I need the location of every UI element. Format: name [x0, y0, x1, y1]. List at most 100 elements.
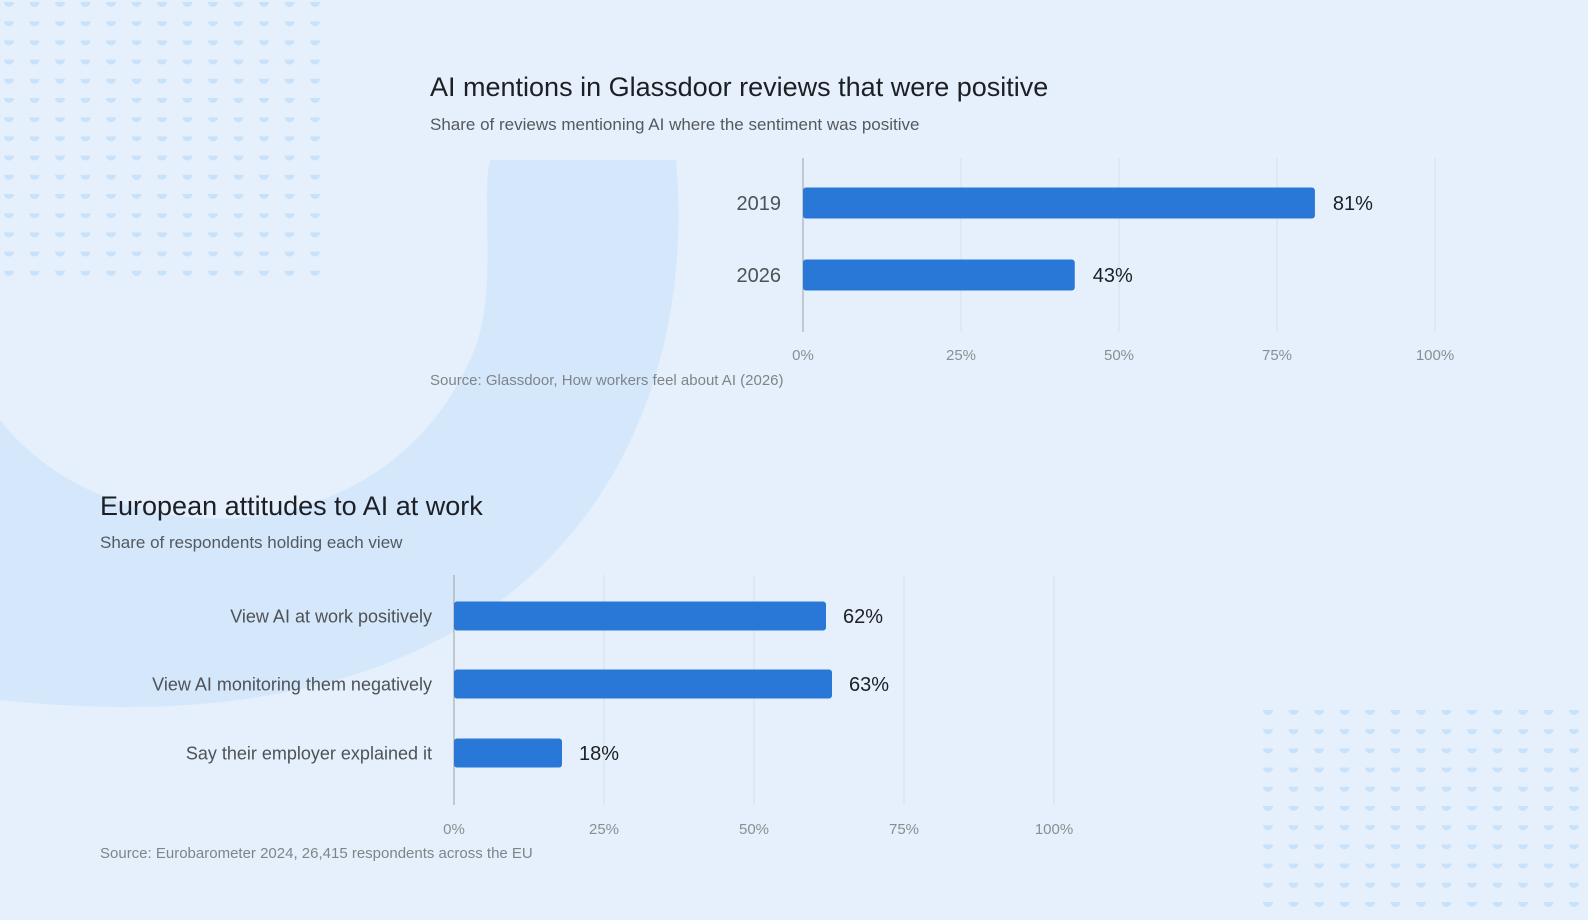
decor-dot — [1492, 806, 1503, 811]
decor-dot — [208, 174, 219, 180]
decor-dot — [1467, 863, 1477, 869]
x-tick-label: 75% — [1262, 347, 1292, 364]
decor-dot — [182, 213, 193, 219]
decor-dot — [1365, 767, 1375, 773]
decor-dot — [233, 194, 244, 199]
decor-dot — [1365, 748, 1375, 754]
decor-dot — [284, 174, 295, 180]
decor-dot — [259, 40, 269, 46]
decor-dot — [157, 98, 167, 103]
decor-dot — [80, 270, 91, 276]
decor-dot — [1543, 748, 1554, 754]
decor-dot — [233, 155, 244, 161]
decor-dot — [259, 213, 269, 219]
decor-dot — [1314, 844, 1324, 850]
decor-dot — [310, 98, 320, 103]
decor-dot — [1441, 748, 1452, 754]
decor-dot — [182, 155, 193, 161]
x-tick-label: 50% — [1104, 347, 1134, 364]
decor-dot — [55, 251, 65, 257]
decor-dot — [1543, 729, 1554, 735]
decor-dot — [131, 270, 142, 276]
decor-dot — [1416, 806, 1426, 811]
decor-dot — [4, 251, 14, 257]
decor-dot — [1263, 767, 1273, 773]
decor-dot — [4, 21, 14, 27]
decor-dot — [1441, 863, 1452, 869]
decor-dot — [106, 59, 116, 65]
decor-dot — [80, 2, 91, 7]
decor-dot — [284, 270, 295, 276]
decor-dot — [4, 232, 14, 238]
decor-dot — [208, 213, 219, 219]
decor-dot — [208, 136, 219, 142]
decor-dot — [55, 136, 65, 142]
decor-dot — [1569, 767, 1579, 773]
decor-dot — [284, 98, 295, 103]
x-tick-label: 50% — [739, 821, 769, 838]
decor-dot — [157, 174, 167, 180]
decor-dot — [310, 213, 320, 219]
decor-dot — [1314, 882, 1324, 888]
decor-dot — [1569, 786, 1579, 792]
decor-dot — [55, 232, 65, 238]
decor-dot — [208, 194, 218, 199]
decor-dot — [29, 136, 40, 142]
decor-dot — [182, 98, 193, 103]
decor-dot — [233, 117, 244, 123]
decor-dot — [1288, 710, 1299, 715]
decor-dot — [1365, 786, 1375, 792]
decor-dot — [1263, 825, 1273, 831]
decor-dot — [29, 270, 40, 276]
decor-dot — [1492, 767, 1503, 773]
decor-dot — [1467, 729, 1477, 735]
decor-dot — [1569, 710, 1579, 715]
decor-dot — [157, 78, 167, 84]
decor-dot — [259, 117, 269, 123]
bar-chart-glassdoor: 0% 25% 50% 75% 100% 2019 81% 2026 43% — [737, 158, 1454, 364]
decor-dot — [1492, 902, 1503, 908]
decor-dot — [1314, 902, 1324, 907]
decor-dot — [1288, 863, 1299, 869]
decor-dot — [1569, 863, 1579, 869]
decor-dot — [1569, 825, 1579, 831]
decor-dot — [1569, 806, 1579, 811]
decor-dot — [284, 21, 295, 27]
decor-dot — [208, 270, 219, 276]
decor-dot — [80, 232, 91, 238]
decor-dot — [1365, 863, 1375, 869]
decor-dot — [106, 155, 116, 161]
decor-dot — [131, 2, 142, 7]
decor-dot — [1288, 844, 1299, 850]
decor-dot — [208, 59, 219, 65]
x-tick-label: 100% — [1416, 347, 1454, 364]
x-tick-label: 0% — [792, 347, 814, 364]
decor-dot — [1365, 806, 1375, 811]
decor-dot — [182, 78, 193, 84]
decor-dot — [284, 213, 295, 219]
decor-dot — [106, 174, 116, 180]
decor-dot — [208, 98, 218, 103]
decor-dot — [29, 174, 40, 180]
decor-dot — [1441, 882, 1452, 888]
decor-dot — [1416, 786, 1426, 792]
decor-dot — [131, 136, 142, 142]
decor-dot — [131, 232, 142, 238]
decor-dot — [4, 155, 14, 161]
decor-dot — [106, 136, 116, 142]
decor-dot — [131, 40, 142, 46]
bar — [454, 669, 832, 699]
decor-dot — [1569, 902, 1579, 907]
decor-dot — [1263, 902, 1273, 907]
chart-subtitle: Share of reviews mentioning AI where the… — [430, 115, 920, 134]
decor-dot — [1543, 786, 1554, 792]
decor-dot — [55, 59, 65, 65]
category-label: 2026 — [737, 265, 782, 287]
decor-dot — [1441, 806, 1452, 811]
decor-dot — [1441, 710, 1452, 715]
decor-dot — [1518, 825, 1528, 831]
decor-dot — [1365, 729, 1375, 735]
decor-dot — [208, 232, 219, 238]
decor-dot — [1492, 882, 1503, 888]
